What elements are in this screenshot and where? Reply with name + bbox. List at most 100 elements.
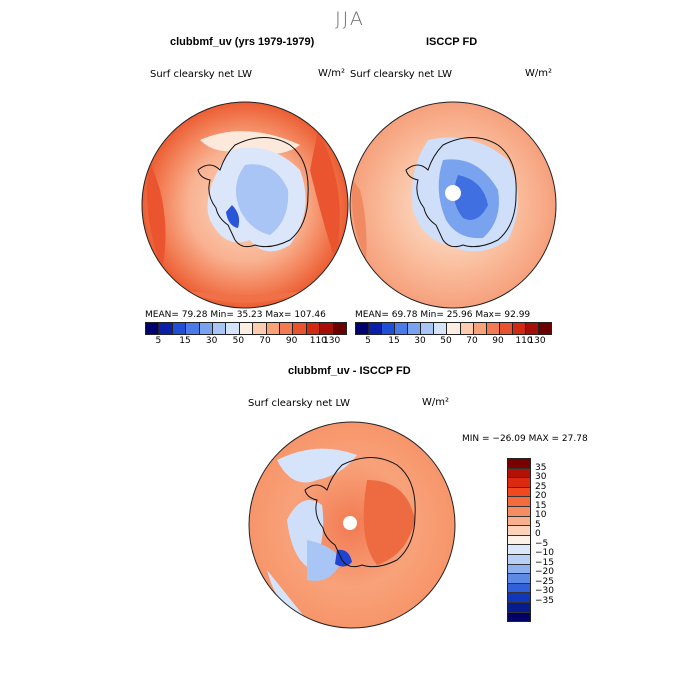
colorbar-swatch xyxy=(508,497,530,507)
colorbar-tick-label: 90 xyxy=(285,336,298,346)
colorbar-swatch xyxy=(508,516,530,527)
obs-panel-title: ISCCP FD xyxy=(426,36,478,48)
colorbar-tick-label: 15 xyxy=(388,336,400,346)
colorbar-swatch xyxy=(186,323,200,334)
colorbar-tick-label: −20 xyxy=(535,567,554,578)
colorbar-swatch xyxy=(293,323,307,334)
colorbar-swatch xyxy=(499,323,513,334)
colorbar-swatch xyxy=(333,323,347,334)
colorbar-swatch xyxy=(408,323,422,334)
colorbar-swatch xyxy=(159,323,173,334)
model-colorbar-ticks: 5 15 30 50 70 90 110 130 xyxy=(145,336,345,348)
colorbar-swatch xyxy=(382,323,396,334)
obs-units: W/m² xyxy=(525,68,553,79)
colorbar-swatch xyxy=(172,323,187,334)
obs-colorbar xyxy=(355,322,552,335)
colorbar-swatch xyxy=(508,545,530,555)
colorbar-swatch xyxy=(508,583,530,594)
colorbar-tick-label: 110 xyxy=(309,336,327,346)
colorbar-tick-label: 0 xyxy=(535,529,541,540)
obs-variable-label: Surf clearsky net LW xyxy=(350,69,453,80)
colorbar-tick-label: 15 xyxy=(179,336,191,346)
colorbar-swatch xyxy=(199,323,214,334)
colorbar-swatch xyxy=(280,323,294,334)
colorbar-swatch xyxy=(508,602,530,613)
colorbar-swatch xyxy=(266,323,281,334)
colorbar-tick-label: 110 xyxy=(515,336,533,346)
obs-stats: MEAN= 69.78 Min= 25.96 Max= 92.99 xyxy=(355,310,531,320)
colorbar-swatch xyxy=(508,487,530,498)
colorbar-swatch xyxy=(213,323,227,334)
colorbar-swatch xyxy=(508,564,530,575)
model-stats: MEAN= 79.28 Min= 35.23 Max= 107.46 xyxy=(145,310,326,320)
colorbar-swatch xyxy=(306,323,321,334)
colorbar-swatch xyxy=(395,323,409,334)
colorbar-tick-label: −25 xyxy=(535,576,554,587)
colorbar-swatch xyxy=(253,323,267,334)
colorbar-tick-label: −10 xyxy=(535,548,554,559)
colorbar-swatch xyxy=(460,323,474,334)
colorbar-swatch xyxy=(447,323,461,334)
diff-colorbar xyxy=(507,458,531,622)
colorbar-swatch xyxy=(226,323,240,334)
obs-polar-map xyxy=(349,101,557,309)
colorbar-tick-label: 15 xyxy=(535,500,547,511)
colorbar-swatch xyxy=(508,574,530,584)
colorbar-swatch xyxy=(508,459,530,469)
colorbar-swatch xyxy=(473,323,487,334)
colorbar-tick-label: 20 xyxy=(535,491,547,502)
colorbar-swatch xyxy=(508,612,530,622)
colorbar-swatch xyxy=(508,535,530,546)
colorbar-tick-label: 5 xyxy=(535,519,541,530)
colorbar-swatch xyxy=(320,323,334,334)
model-polar-map xyxy=(141,101,349,309)
colorbar-tick-label: 35 xyxy=(535,462,547,473)
colorbar-tick-label: 50 xyxy=(440,336,452,346)
model-colorbar xyxy=(145,322,347,335)
model-units: W/m² xyxy=(318,68,346,79)
colorbar-tick-label: −15 xyxy=(535,557,554,568)
colorbar-tick-label: 90 xyxy=(492,336,504,346)
colorbar-tick-label: 5 xyxy=(365,336,371,346)
colorbar-tick-label: 130 xyxy=(528,336,546,346)
colorbar-swatch xyxy=(525,323,539,334)
obs-colorbar-ticks: 5 15 30 50 70 90 110 130 xyxy=(355,336,550,348)
colorbar-swatch xyxy=(508,478,530,488)
diff-stats: MIN = −26.09 MAX = 27.78 xyxy=(462,434,588,444)
colorbar-swatch xyxy=(508,554,530,565)
colorbar-swatch xyxy=(421,323,435,334)
diff-units: W/m² xyxy=(422,397,450,408)
colorbar-tick-label: 5 xyxy=(155,336,162,346)
colorbar-swatch xyxy=(146,323,160,334)
colorbar-tick-label: −30 xyxy=(535,586,554,597)
colorbar-tick-label: 70 xyxy=(466,336,478,346)
diff-polar-map xyxy=(248,421,456,629)
colorbar-swatch xyxy=(508,593,530,603)
colorbar-swatch xyxy=(434,323,448,334)
colorbar-swatch xyxy=(369,323,383,334)
colorbar-tick-label: 50 xyxy=(232,336,245,346)
season-title: JJA xyxy=(335,8,365,30)
colorbar-tick-label: 130 xyxy=(323,336,341,346)
colorbar-tick-label: 30 xyxy=(535,472,547,483)
model-variable-label: Surf clearsky net LW xyxy=(150,69,253,80)
colorbar-tick-label: 30 xyxy=(205,336,218,346)
colorbar-swatch xyxy=(508,468,530,479)
colorbar-tick-label: 70 xyxy=(259,336,271,346)
colorbar-swatch xyxy=(538,323,551,334)
colorbar-swatch xyxy=(508,506,530,517)
colorbar-swatch xyxy=(239,323,254,334)
colorbar-tick-label: 25 xyxy=(535,481,547,492)
model-panel-title: clubbmf_uv (yrs 1979-1979) xyxy=(170,36,315,48)
colorbar-tick-label: 10 xyxy=(535,510,547,521)
colorbar-swatch xyxy=(508,526,530,536)
colorbar-tick-label: 30 xyxy=(414,336,426,346)
colorbar-tick-label: −5 xyxy=(535,538,549,549)
colorbar-swatch xyxy=(486,323,500,334)
colorbar-swatch xyxy=(512,323,526,334)
diff-panel-title: clubbmf_uv - ISCCP FD xyxy=(288,365,411,377)
colorbar-swatch xyxy=(356,323,370,334)
diff-variable-label: Surf clearsky net LW xyxy=(248,398,351,409)
colorbar-tick-label: −35 xyxy=(535,595,554,606)
diff-colorbar-ticks: 35 30 25 20 15 10 5 0 −5 −10 −15 −20 −25 −30 −35 xyxy=(535,458,575,620)
